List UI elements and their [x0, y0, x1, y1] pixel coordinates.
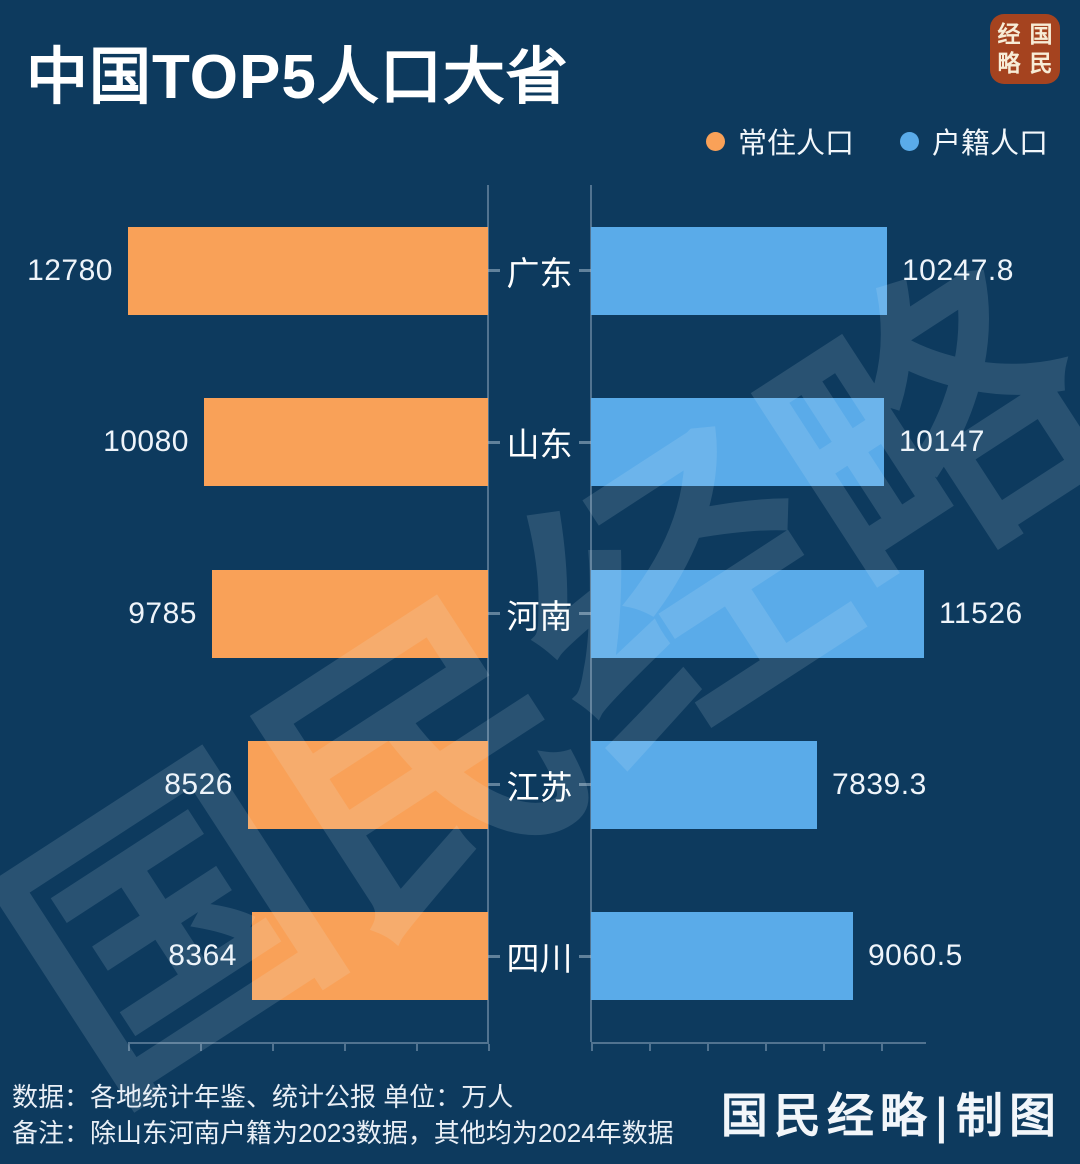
credit-signature: 国民经略|制图 — [720, 1089, 1062, 1144]
resident-value-label: 9785 — [128, 596, 197, 630]
data-source-note: 数据：各地统计年鉴、统计公报 单位：万人 — [12, 1082, 514, 1113]
category-tick — [488, 440, 500, 444]
resident-bar — [248, 740, 488, 829]
registered-bar — [591, 398, 884, 487]
resident-value-label: 10080 — [103, 425, 189, 459]
category-tick — [488, 954, 500, 958]
category-label: 山东 — [506, 426, 573, 464]
legend-item-resident: 常住人口 — [705, 120, 854, 162]
chart-row: 8364 四川 9060.5 — [0, 871, 1080, 1042]
resident-value-label: 12780 — [27, 253, 113, 287]
category-tick — [579, 954, 591, 958]
registered-value-label: 7839.3 — [832, 767, 927, 801]
category-tick — [579, 783, 591, 787]
category-tick — [488, 269, 500, 273]
resident-bar — [212, 569, 488, 658]
legend: 常住人口 户籍人口 — [705, 120, 1048, 162]
footer-notes: 数据：各地统计年鉴、统计公报 单位：万人 备注：除山东河南户籍为2023数据，其… — [12, 1080, 674, 1152]
chart-row: 10080 山东 10147 — [0, 356, 1080, 527]
chart-row: 12780 广东 10247.8 — [0, 185, 1080, 356]
page-title: 中国TOP5人口大省 — [26, 43, 569, 112]
registered-dot-icon — [899, 131, 919, 151]
registered-bar — [591, 569, 924, 658]
category-tick — [488, 612, 500, 616]
category-tick — [488, 783, 500, 787]
registered-bar — [591, 912, 853, 1001]
category-label: 河南 — [506, 597, 573, 635]
resident-bar — [252, 912, 488, 1001]
seal-text-right: 国民 — [1029, 21, 1053, 76]
category-label: 江苏 — [506, 768, 573, 806]
chart-row: 9785 河南 11526 — [0, 528, 1080, 699]
legend-label: 常住人口 — [737, 128, 854, 160]
right-baseline — [591, 1042, 926, 1044]
resident-dot-icon — [705, 131, 725, 151]
seal-text-left: 经略 — [997, 21, 1021, 76]
category-tick — [579, 612, 591, 616]
left-baseline — [128, 1042, 489, 1044]
remark-note: 备注：除山东河南户籍为2023数据，其他均为2024年数据 — [12, 1118, 674, 1149]
registered-value-label: 10247.8 — [902, 253, 1014, 287]
mirrored-bar-chart: 12780 广东 10247.8 10080 山东 10147 9785 河南 11526 852… — [0, 185, 1080, 1042]
resident-value-label: 8364 — [168, 939, 237, 973]
resident-bar — [204, 398, 488, 487]
category-label: 广东 — [506, 254, 573, 292]
brand-seal: 经略 国民 — [990, 14, 1060, 84]
category-tick — [579, 269, 591, 273]
resident-value-label: 8526 — [164, 767, 233, 801]
registered-value-label: 9060.5 — [868, 939, 963, 973]
registered-bar — [591, 226, 887, 315]
registered-value-label: 11526 — [939, 596, 1023, 630]
registered-value-label: 10147 — [899, 425, 985, 459]
category-tick — [579, 440, 591, 444]
legend-item-registered: 户籍人口 — [899, 120, 1048, 162]
resident-bar — [128, 226, 488, 315]
chart-row: 8526 江苏 7839.3 — [0, 699, 1080, 870]
category-label: 四川 — [506, 940, 573, 978]
registered-bar — [591, 740, 817, 829]
legend-label: 户籍人口 — [931, 128, 1048, 160]
